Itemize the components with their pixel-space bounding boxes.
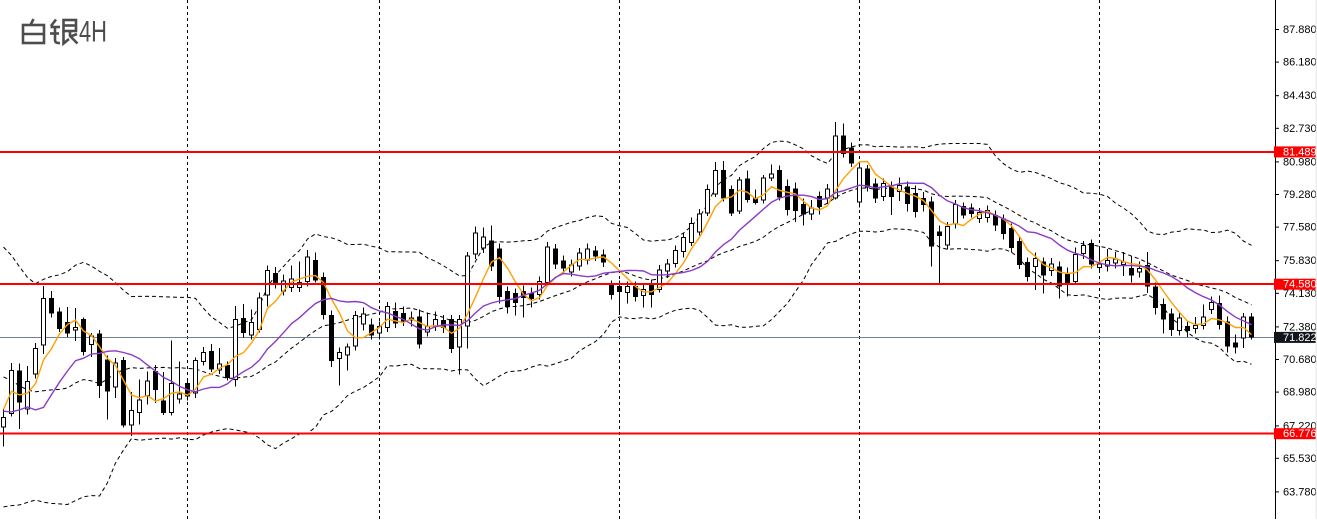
svg-text:84.430: 84.430	[1283, 90, 1317, 102]
svg-text:79.280: 79.280	[1283, 189, 1317, 201]
svg-text:68.980: 68.980	[1283, 387, 1317, 399]
svg-text:86.180: 86.180	[1283, 57, 1317, 69]
svg-text:72.380: 72.380	[1283, 321, 1317, 333]
svg-text:74.130: 74.130	[1283, 288, 1317, 300]
svg-text:63.780: 63.780	[1283, 486, 1317, 498]
svg-text:74.580: 74.580	[1283, 279, 1317, 291]
svg-text:65.530: 65.530	[1283, 453, 1317, 465]
svg-text:66.776: 66.776	[1283, 428, 1317, 440]
svg-text:71.822: 71.822	[1283, 332, 1317, 344]
svg-text:80.980: 80.980	[1283, 156, 1317, 168]
svg-text:70.680: 70.680	[1283, 354, 1317, 366]
svg-text:75.830: 75.830	[1283, 255, 1317, 267]
svg-text:81.489: 81.489	[1283, 146, 1317, 158]
svg-text:4H: 4H	[79, 16, 107, 49]
svg-text:82.730: 82.730	[1283, 123, 1317, 135]
svg-text:87.880: 87.880	[1283, 24, 1317, 36]
svg-text:77.580: 77.580	[1283, 222, 1317, 234]
